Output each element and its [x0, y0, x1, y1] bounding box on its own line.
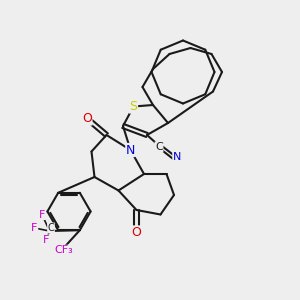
- Text: F: F: [39, 209, 45, 220]
- Text: CF₃: CF₃: [54, 245, 73, 255]
- Text: O: O: [82, 112, 92, 125]
- Text: O: O: [132, 226, 141, 239]
- Text: C: C: [48, 223, 54, 233]
- Text: F: F: [43, 235, 50, 245]
- Text: C: C: [155, 142, 163, 152]
- Text: N: N: [173, 152, 181, 163]
- Text: F: F: [31, 223, 38, 233]
- Text: S: S: [130, 100, 137, 113]
- Text: N: N: [126, 143, 135, 157]
